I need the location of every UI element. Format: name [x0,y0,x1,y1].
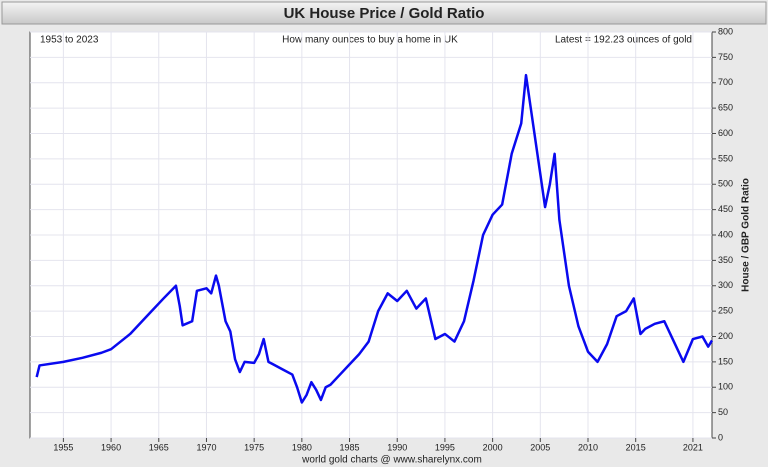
x-tick-label: 2000 [483,442,503,452]
x-tick-label: 1990 [387,442,407,452]
chart-title: UK House Price / Gold Ratio [284,5,485,22]
grid [30,31,716,442]
y-axis-label: House / GBP Gold Ratio [741,178,752,292]
x-axis-label: world gold charts @ www.sharelynx.com [301,455,482,466]
x-tick-label: 1975 [244,442,264,452]
x-tick-label: 1965 [149,442,169,452]
x-tick-label: 2010 [578,442,598,452]
data-line [35,73,714,404]
y-tick-label: 400 [718,229,733,239]
y-tick-label: 550 [718,153,733,163]
y-tick-label: 700 [718,77,733,87]
title-bar [1,1,767,25]
y-tick-label: 0 [718,432,723,442]
y-tick-label: 600 [718,128,733,138]
x-tick-label: 2015 [626,442,646,452]
annotation: 1953 to 2023 [40,35,99,46]
annotation: How many ounces to buy a home in UK [282,35,458,46]
x-tick-label: 1995 [435,442,455,452]
y-tick-label: 750 [718,52,733,62]
y-tick-label: 650 [718,103,733,113]
y-tick-label: 500 [718,179,733,189]
y-tick-label: 50 [718,407,728,417]
x-tick-label: 1985 [340,442,360,452]
x-tick-label: 1955 [53,442,73,452]
y-tick-label: 150 [718,356,733,366]
marks [35,73,714,404]
y-tick-label: 350 [718,255,733,265]
y-tick-label: 800 [718,26,733,36]
y-tick-label: 250 [718,306,733,316]
x-tick-label: 2005 [530,442,550,452]
y-tick-label: 450 [718,204,733,214]
x-tick-label: 2021 [683,442,703,452]
y-tick-label: 100 [718,382,733,392]
annotation: Latest = 192.23 ounces of gold [555,35,692,46]
y-tick-label: 200 [718,331,733,341]
x-tick-label: 1980 [292,442,312,452]
x-tick-label: 1970 [196,442,216,452]
y-tick-label: 300 [718,280,733,290]
x-tick-label: 1960 [101,442,121,452]
